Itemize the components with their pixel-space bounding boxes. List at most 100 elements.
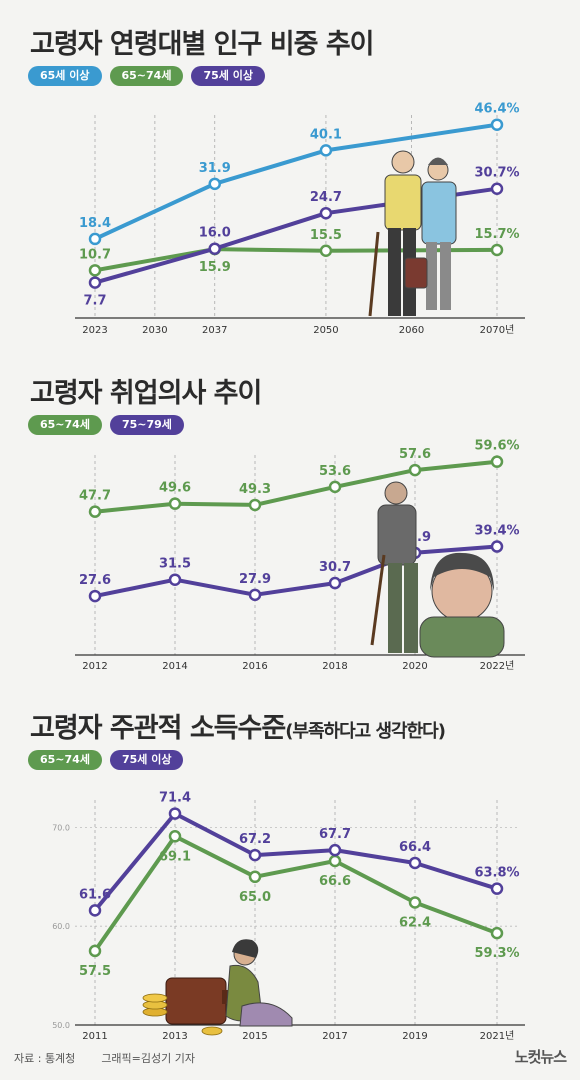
data-label: 31.9 (199, 161, 231, 176)
data-point (168, 830, 182, 843)
data-point (208, 242, 221, 255)
nocutnews-logo: 노컷뉴스 (514, 1048, 567, 1066)
data-label: 30.7% (474, 166, 519, 181)
data-label: 61.6 (79, 887, 111, 902)
legend-item-65plus: 65세 이상 (28, 66, 102, 86)
data-point (408, 896, 422, 909)
data-label: 27.6 (79, 573, 111, 588)
data-label: 7.7 (83, 294, 106, 309)
x-tick-label: 2015 (242, 1031, 267, 1042)
data-point (208, 177, 221, 191)
chart-subtitle-income: (부족하다고 생각한다) (285, 721, 446, 742)
data-point (168, 573, 182, 586)
credit-text: 그래픽=김성기 기자 (101, 1052, 195, 1065)
data-label: 10.7 (79, 247, 111, 262)
legend-item-65-74: 65~74세 (109, 66, 184, 86)
data-point (490, 926, 504, 940)
data-label: 65.0 (239, 890, 271, 905)
series-line (93, 459, 499, 514)
data-point (88, 589, 102, 603)
x-tick-label: 2037 (202, 325, 227, 336)
data-point (319, 244, 333, 258)
data-point (328, 480, 342, 494)
data-label: 40.1 (310, 127, 342, 142)
data-point (168, 497, 182, 510)
x-tick-label: 2016 (242, 661, 267, 672)
chart-income: 2011 2013 2015 2017 2019 2021년 50.0 60.0 70.0 57.… (52, 791, 525, 1042)
chart-population: 2023 2030 2037 2050 2060 2070년 18.4 31.9 40.1 46.… (75, 102, 525, 336)
data-point (168, 807, 182, 820)
x-tick-label: 2050 (313, 325, 338, 336)
legend-employment: 65~74세 75~79세 (28, 415, 184, 435)
data-point (490, 455, 504, 468)
data-point (88, 944, 102, 958)
data-point (490, 243, 504, 257)
data-point (248, 498, 262, 512)
data-point (88, 904, 102, 917)
data-label: 27.9 (239, 572, 271, 587)
x-tick-label: 2011 (82, 1031, 107, 1042)
chart-title-income: 고령자 주관적 소득수준(부족하다고 생각한다) (30, 706, 446, 745)
data-label: 69.1 (159, 849, 191, 864)
x-tick-label: 2017 (322, 1031, 347, 1042)
data-point (248, 848, 262, 862)
data-label: 39.4% (474, 524, 519, 539)
y-tick-label: 60.0 (52, 922, 70, 931)
x-tick-label: 2014 (162, 661, 187, 672)
data-label: 67.7 (319, 827, 351, 842)
data-point (88, 232, 102, 246)
data-label: 15.9 (199, 260, 231, 275)
y-tick-label: 50.0 (52, 1021, 70, 1030)
data-label: 49.6 (159, 481, 191, 496)
data-label: 24.7 (310, 190, 342, 205)
chart-title-income-main: 고령자 주관적 소득수준 (30, 713, 286, 744)
data-label: 31.5 (159, 557, 191, 572)
data-label: 30.7 (319, 560, 351, 575)
data-point (319, 144, 333, 157)
data-label: 67.2 (239, 832, 271, 847)
elderly-worker-illustration (370, 481, 505, 658)
footer: 자료 : 통계청 그래픽=김성기 기자 (14, 1050, 195, 1066)
section-population: 고령자 연령대별 인구 비중 추이 65세 이상 65~74세 75세 이상 2… (0, 0, 580, 345)
legend-item-65-74: 65~74세 (28, 415, 102, 435)
section-employment: 고령자 취업의사 추이 65~74세 75~79세 2012 2014 2016 20… (0, 355, 580, 690)
data-point (490, 882, 504, 895)
series-line (93, 834, 499, 953)
data-point (88, 276, 102, 289)
data-label: 66.4 (399, 840, 431, 855)
legend-income: 65~74세 75세 이상 (28, 750, 184, 770)
series-line (93, 122, 499, 241)
data-label: 49.3 (239, 482, 271, 497)
x-tick-label: 2030 (142, 325, 167, 336)
data-point (88, 264, 102, 277)
data-label: 16.0 (199, 226, 231, 241)
data-label: 46.4% (474, 102, 519, 117)
data-label: 59.3% (474, 946, 519, 961)
legend-item-75-79: 75~79세 (109, 415, 184, 435)
data-label: 66.6 (319, 874, 351, 889)
data-point (88, 505, 102, 518)
data-point (328, 843, 342, 857)
data-label: 71.4 (159, 791, 191, 806)
x-tick-label: 2013 (162, 1031, 187, 1042)
elderly-couple-illustration (368, 150, 457, 317)
chart-title-employment: 고령자 취업의사 추이 (30, 378, 262, 409)
chart-title-population: 고령자 연령대별 인구 비중 추이 (30, 29, 375, 60)
data-label: 62.4 (399, 915, 431, 930)
data-point (328, 576, 342, 590)
data-label: 59.6% (474, 439, 519, 454)
x-tick-label: 2019 (402, 1031, 427, 1042)
x-tick-label: 2021년 (480, 1030, 515, 1042)
data-label: 57.5 (79, 964, 111, 979)
x-tick-label: 2060 (399, 325, 424, 336)
x-tick-label: 2018 (322, 661, 347, 672)
data-point (328, 854, 342, 868)
source-text: 자료 : 통계청 (14, 1052, 76, 1065)
x-tick-label: 2070년 (480, 324, 515, 336)
data-label: 53.6 (319, 464, 351, 479)
wallet-coins-illustration (142, 939, 293, 1036)
x-tick-label: 2023 (82, 325, 107, 336)
data-label: 15.5 (310, 228, 342, 243)
data-point (408, 856, 422, 870)
x-tick-label: 2020 (402, 661, 427, 672)
